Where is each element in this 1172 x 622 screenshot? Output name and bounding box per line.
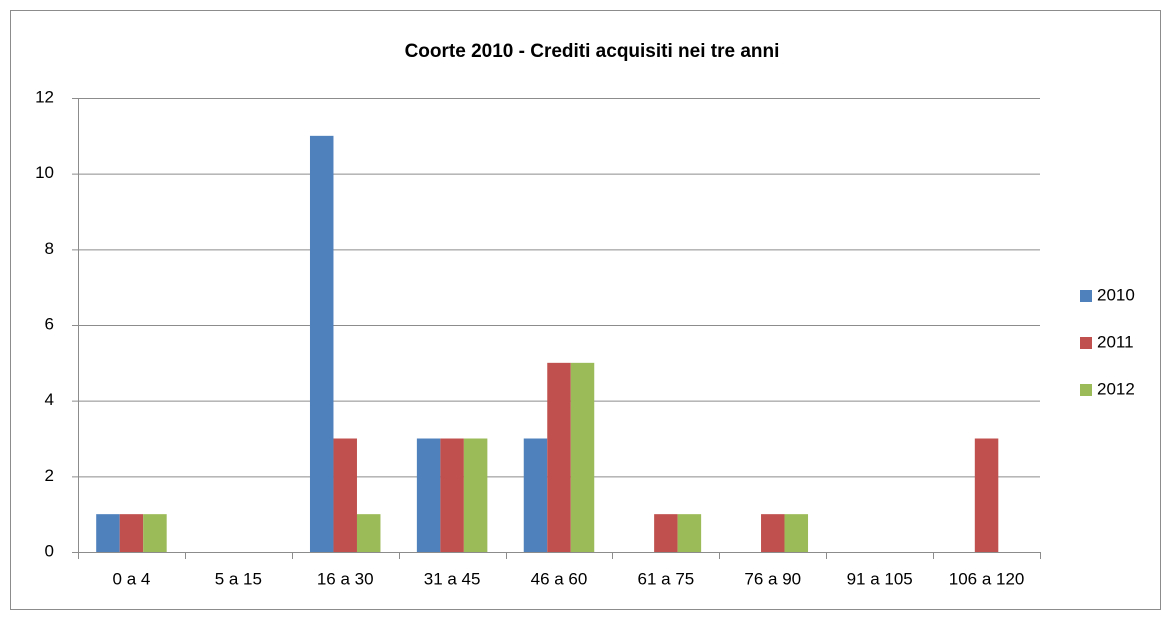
bar: [547, 362, 571, 552]
bar: [143, 514, 167, 552]
y-tick-label: 12: [35, 87, 54, 106]
x-tick-label: 5 a 15: [215, 569, 262, 588]
legend-swatch: [1080, 384, 1092, 396]
bar: [463, 438, 488, 552]
x-tick-label: 106 a 120: [949, 569, 1025, 588]
bar: [333, 438, 357, 552]
x-tick-label: 76 a 90: [744, 569, 801, 588]
legend-label: 2012: [1097, 379, 1135, 398]
x-tick-label: 31 a 45: [424, 569, 481, 588]
legend-label: 2011: [1097, 332, 1134, 351]
y-tick-label: 0: [45, 541, 54, 560]
bar: [119, 514, 144, 552]
legend-swatch: [1080, 290, 1092, 302]
y-tick-label: 4: [45, 390, 54, 409]
x-tick-label: 0 a 4: [113, 569, 151, 588]
x-tick-label: 16 a 30: [317, 569, 374, 588]
x-tick-label: 46 a 60: [531, 569, 588, 588]
bar: [654, 514, 678, 552]
bar: [784, 514, 809, 552]
bar: [523, 438, 548, 552]
bar: [570, 362, 595, 552]
legend-label: 2010: [1097, 285, 1135, 304]
y-tick-label: 10: [35, 163, 54, 182]
bar: [416, 438, 441, 552]
y-tick-label: 2: [45, 466, 54, 485]
y-tick-label: 8: [45, 239, 54, 258]
x-tick-label: 91 a 105: [847, 569, 913, 588]
bar: [440, 438, 464, 552]
chart-title: Coorte 2010 - Crediti acquisiti nei tre …: [405, 41, 780, 62]
bar: [677, 514, 702, 552]
bar: [96, 514, 120, 552]
bar: [356, 514, 381, 552]
legend-swatch: [1080, 337, 1092, 349]
bar: [309, 135, 334, 553]
bar: [761, 514, 785, 552]
y-tick-label: 6: [45, 314, 54, 333]
bar: [974, 438, 999, 552]
x-tick-label: 61 a 75: [638, 569, 695, 588]
